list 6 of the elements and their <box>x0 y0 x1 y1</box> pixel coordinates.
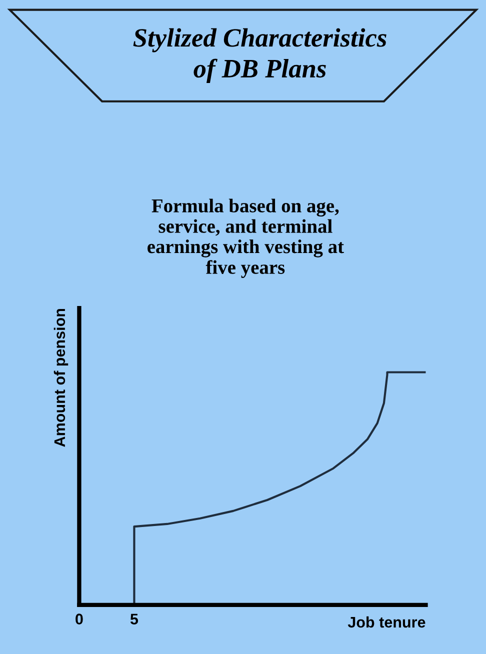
y-axis-title: Amount of pension <box>54 308 68 447</box>
chart-title: Stylized Characteristics of DB Plans <box>133 28 386 83</box>
x-tick-label: 0 <box>76 614 83 625</box>
x-axis-title: Job tenure <box>348 616 426 628</box>
chart-subtitle: Formula based on age, service, and terminal earnings with vesting at five years <box>148 198 344 278</box>
x-tick-label: 5 <box>130 614 138 625</box>
